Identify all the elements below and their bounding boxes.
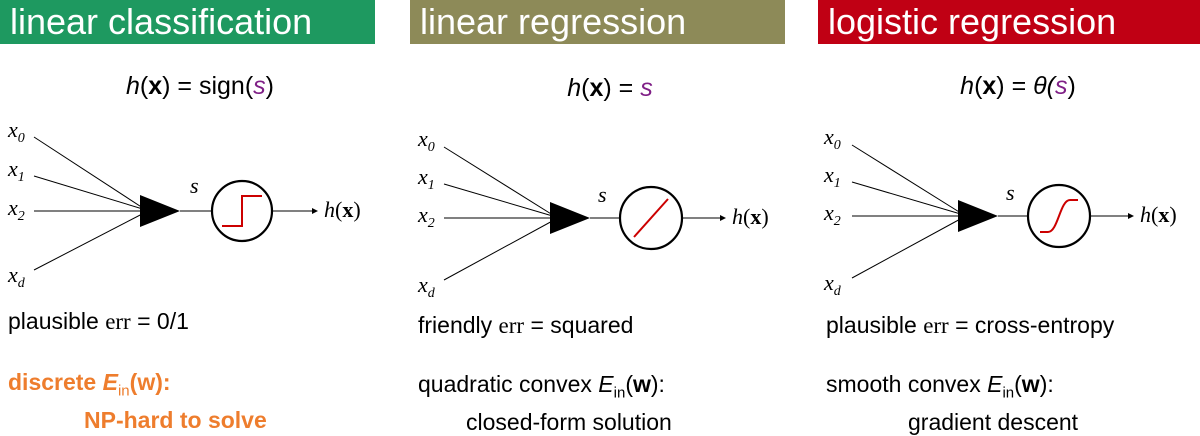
formula-s: s	[1055, 72, 1068, 100]
ein-E: E	[598, 371, 614, 397]
input-line-0	[851, 144, 965, 216]
formula-h: h	[126, 72, 140, 100]
summation-node	[140, 195, 180, 227]
output-label: h(x)	[324, 197, 361, 222]
output-label: h(x)	[1140, 202, 1177, 227]
column-title: linear regression	[410, 0, 785, 44]
optimization-note: quadratic convex Ein(w): closed-form sol…	[418, 371, 672, 435]
err-value: = squared	[530, 312, 634, 338]
ein-w: w	[1021, 371, 1040, 397]
input-label-0: x0	[417, 126, 435, 155]
step-function-curve	[222, 195, 262, 227]
perceptron-diagram: x0 x1 x2 xd s h(x)	[417, 126, 769, 301]
err-label: err	[498, 313, 525, 338]
input-label-0: x0	[7, 117, 25, 146]
input-label-1: x1	[417, 164, 435, 193]
output-arrow-icon	[1128, 213, 1134, 219]
ein-sub: in	[117, 382, 130, 400]
ein-sub: in	[613, 384, 626, 402]
input-label-d: xd	[417, 272, 436, 301]
formula-x: x	[148, 72, 163, 100]
err-label: err	[923, 313, 949, 338]
input-label-2: x2	[823, 200, 841, 229]
error-measure: plausible err = cross-entropy	[826, 312, 1114, 339]
column-title: logistic regression	[818, 0, 1200, 44]
input-line-d	[443, 218, 557, 281]
ein-sub: in	[1002, 384, 1015, 402]
err-label: err	[105, 309, 131, 334]
column-linear-classification: linear classification h(x) = sign(s) x0 …	[0, 0, 400, 435]
formula-s: s	[253, 72, 266, 100]
hypothesis-formula: h(x) = s	[567, 74, 653, 102]
err-value: = cross-entropy	[955, 312, 1115, 338]
desc-line2: closed-form solution	[466, 408, 672, 435]
err-value: = 0/1	[137, 308, 189, 334]
desc-line1: smooth convex	[826, 371, 988, 397]
input-label-d: xd	[823, 270, 842, 299]
err-word: friendly	[418, 312, 493, 338]
input-label-d: xd	[7, 262, 26, 291]
s-label: s	[190, 173, 199, 198]
formula-close: )	[1067, 72, 1076, 100]
column-linear-regression: linear regression h(x) = s x0 x1 x2 xd s…	[410, 0, 810, 435]
s-label: s	[1006, 180, 1015, 205]
input-label-2: x2	[7, 195, 25, 224]
input-line-d	[33, 211, 147, 271]
formula-x: x	[589, 74, 604, 102]
optimization-note: discrete Ein(w): NP-hard to solve	[8, 369, 267, 433]
formula-func: sign(	[198, 72, 254, 100]
column-logistic-regression: logistic regression h(x) = θ(s) x0 x1 x2…	[818, 0, 1200, 435]
error-measure: plausible err = 0/1	[8, 308, 189, 335]
formula-func: θ(	[1033, 72, 1056, 100]
output-arrow-icon	[720, 215, 726, 221]
linear-function-curve	[633, 198, 669, 238]
input-label-0: x0	[823, 124, 841, 153]
input-line-0	[33, 136, 147, 211]
perceptron-diagram: x0 x1 x2 xd s h(x)	[823, 124, 1177, 299]
input-line-d	[851, 216, 965, 279]
desc-line1: quadratic convex	[418, 371, 599, 397]
input-label-2: x2	[417, 202, 435, 231]
formula-x: x	[982, 72, 997, 100]
desc-line2: NP-hard to solve	[84, 406, 267, 433]
optimization-note: smooth convex Ein(w): gradient descent	[826, 371, 1079, 435]
output-arrow-icon	[312, 208, 318, 214]
ein-w: w	[137, 369, 156, 395]
desc-line1: discrete	[8, 369, 103, 395]
formula-close: )	[265, 72, 274, 100]
desc-colon: :	[658, 371, 665, 397]
input-line-1	[851, 181, 965, 216]
formula-s: s	[640, 74, 653, 102]
formula-h: h	[567, 74, 582, 102]
formula-h: h	[960, 72, 975, 100]
ein-w: w	[632, 371, 651, 397]
error-measure: friendly err = squared	[418, 312, 633, 339]
desc-colon: :	[162, 369, 171, 395]
err-word: plausible	[826, 312, 917, 338]
desc-colon: :	[1047, 371, 1054, 397]
desc-line2: gradient descent	[908, 408, 1079, 435]
ein-E: E	[102, 369, 118, 395]
hypothesis-formula: h(x) = θ(s)	[960, 72, 1076, 100]
input-line-1	[33, 175, 147, 211]
input-label-1: x1	[823, 162, 841, 191]
column-title: linear classification	[0, 0, 375, 44]
s-label: s	[598, 182, 607, 207]
input-line-1	[443, 183, 557, 218]
summation-node	[958, 200, 998, 232]
output-label: h(x)	[732, 204, 769, 229]
err-word: plausible	[8, 308, 99, 334]
sigmoid-function-curve	[1040, 199, 1078, 233]
input-label-1: x1	[7, 156, 25, 185]
input-line-0	[443, 146, 557, 218]
ein-E: E	[987, 371, 1003, 397]
summation-node	[550, 202, 590, 234]
perceptron-diagram: x0 x1 x2 xd s h(x)	[7, 117, 361, 291]
hypothesis-formula: h(x) = sign(s)	[126, 72, 274, 100]
